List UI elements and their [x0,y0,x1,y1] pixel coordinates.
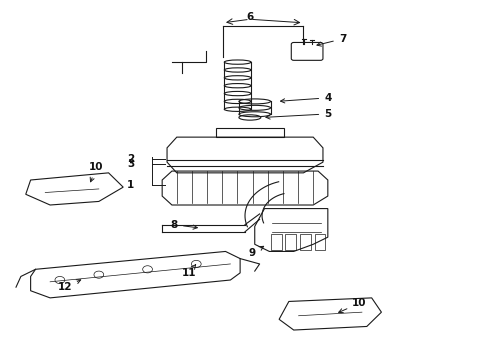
Bar [300,234,311,249]
Text: 12: 12 [57,280,81,292]
Bar [286,234,296,249]
Text: 8: 8 [171,220,197,230]
Text: 10: 10 [339,298,367,312]
Text: 5: 5 [266,109,331,119]
Text: 7: 7 [317,34,346,46]
Text: 6: 6 [246,13,253,22]
Bar [315,234,325,249]
Text: 3: 3 [127,159,134,169]
Text: 4: 4 [280,93,332,103]
Text: 11: 11 [182,265,196,278]
Text: 2: 2 [127,154,134,163]
Text: 10: 10 [89,162,104,182]
Bar [271,234,282,249]
Text: 1: 1 [127,180,134,190]
Text: 9: 9 [249,246,264,258]
